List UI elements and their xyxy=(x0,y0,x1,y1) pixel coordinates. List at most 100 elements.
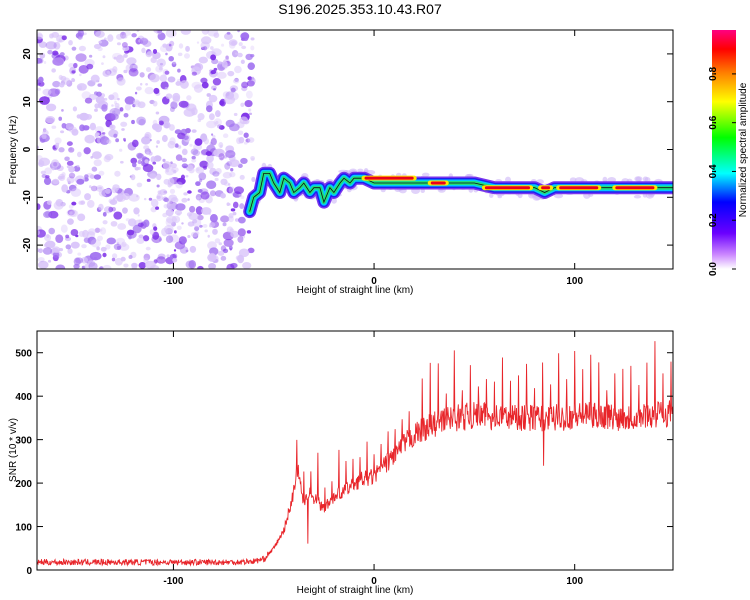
noise-blob xyxy=(211,133,214,136)
noise-blob xyxy=(144,86,154,95)
noise-blob xyxy=(212,171,220,177)
noise-blob xyxy=(149,229,155,235)
noise-blob xyxy=(116,193,124,202)
noise-blob xyxy=(61,35,67,41)
noise-blob xyxy=(151,235,162,244)
noise-blob xyxy=(206,93,211,97)
noise-blob xyxy=(112,66,118,73)
colorbar-gradient xyxy=(712,30,736,269)
ridge-core-line xyxy=(249,173,673,212)
noise-blob xyxy=(112,197,116,201)
noise-blob xyxy=(44,240,56,249)
noise-blob xyxy=(181,148,188,156)
noise-blob xyxy=(165,93,173,100)
noise-blob xyxy=(58,38,63,43)
noise-blob xyxy=(240,102,245,108)
noise-blob xyxy=(122,45,130,52)
noise-blob xyxy=(41,133,47,140)
noise-blob xyxy=(232,211,237,216)
noise-blob xyxy=(43,177,52,186)
noise-blob xyxy=(93,159,102,167)
noise-blob xyxy=(78,36,84,40)
noise-blob xyxy=(114,102,120,108)
noise-blob xyxy=(218,242,223,246)
noise-region xyxy=(37,30,258,269)
noise-blob xyxy=(137,101,146,109)
noise-blob xyxy=(140,82,143,86)
noise-blob xyxy=(169,106,175,112)
noise-blob xyxy=(78,45,86,52)
noise-blob xyxy=(150,156,157,163)
colorbar-tick-label: 0.0 xyxy=(708,262,719,276)
noise-blob xyxy=(97,235,103,241)
noise-blob xyxy=(106,237,117,245)
noise-blob xyxy=(111,104,114,107)
noise-blob xyxy=(58,116,63,121)
noise-blob xyxy=(58,147,65,153)
noise-blob xyxy=(51,125,57,129)
noise-blob xyxy=(100,246,107,252)
noise-blob xyxy=(222,222,227,227)
noise-blob xyxy=(229,171,236,178)
noise-blob xyxy=(201,81,209,89)
noise-blob xyxy=(95,95,105,104)
noise-blob xyxy=(226,226,233,233)
noise-blob xyxy=(47,259,52,263)
noise-blob xyxy=(142,163,154,173)
noise-blob xyxy=(69,147,73,151)
noise-blob xyxy=(145,246,151,251)
noise-blob xyxy=(102,211,107,217)
noise-blob xyxy=(208,113,215,121)
noise-blob xyxy=(228,123,240,132)
noise-blob xyxy=(55,234,64,243)
noise-blob xyxy=(224,162,231,170)
noise-blob xyxy=(225,150,236,159)
noise-blob xyxy=(69,210,79,218)
ridge-halo-blob xyxy=(633,194,642,199)
noise-blob xyxy=(146,178,151,182)
noise-blob xyxy=(163,203,170,209)
noise-blob xyxy=(185,175,189,178)
y-tick-label: -20 xyxy=(22,237,33,252)
noise-blob xyxy=(143,253,151,261)
noise-blob xyxy=(167,177,175,186)
noise-blob xyxy=(130,157,138,164)
noise-blob xyxy=(186,95,192,101)
noise-blob xyxy=(109,107,121,117)
noise-blob xyxy=(128,254,133,260)
noise-blob xyxy=(61,171,66,178)
noise-blob xyxy=(170,163,177,169)
noise-blob xyxy=(167,199,173,206)
noise-blob xyxy=(143,145,150,150)
noise-blob xyxy=(132,162,137,168)
noise-blob xyxy=(208,222,216,228)
noise-blob xyxy=(237,52,243,58)
noise-blob xyxy=(238,193,243,197)
noise-blob xyxy=(203,137,210,145)
noise-blob xyxy=(131,33,137,38)
noise-blob xyxy=(212,77,222,86)
noise-blob xyxy=(38,41,47,48)
noise-blob xyxy=(219,157,224,160)
noise-blob xyxy=(148,197,153,201)
noise-blob xyxy=(119,107,124,112)
noise-blob xyxy=(123,139,126,142)
noise-blob xyxy=(103,155,111,163)
noise-blob xyxy=(124,96,136,105)
noise-blob xyxy=(152,49,158,54)
noise-blob xyxy=(84,134,95,144)
y-tick-label: -10 xyxy=(22,190,33,205)
noise-blob xyxy=(198,56,208,64)
noise-blob xyxy=(183,192,188,196)
noise-blob xyxy=(251,76,255,80)
noise-blob xyxy=(102,220,108,225)
noise-blob xyxy=(208,252,216,261)
noise-blob xyxy=(178,100,189,108)
x-tick-label: -100 xyxy=(163,576,183,587)
noise-blob xyxy=(76,114,81,119)
noise-blob xyxy=(200,77,208,84)
noise-blob xyxy=(244,99,253,108)
figure-title: S196.2025.353.10.43.R07 xyxy=(278,1,442,17)
noise-blob xyxy=(168,194,178,202)
